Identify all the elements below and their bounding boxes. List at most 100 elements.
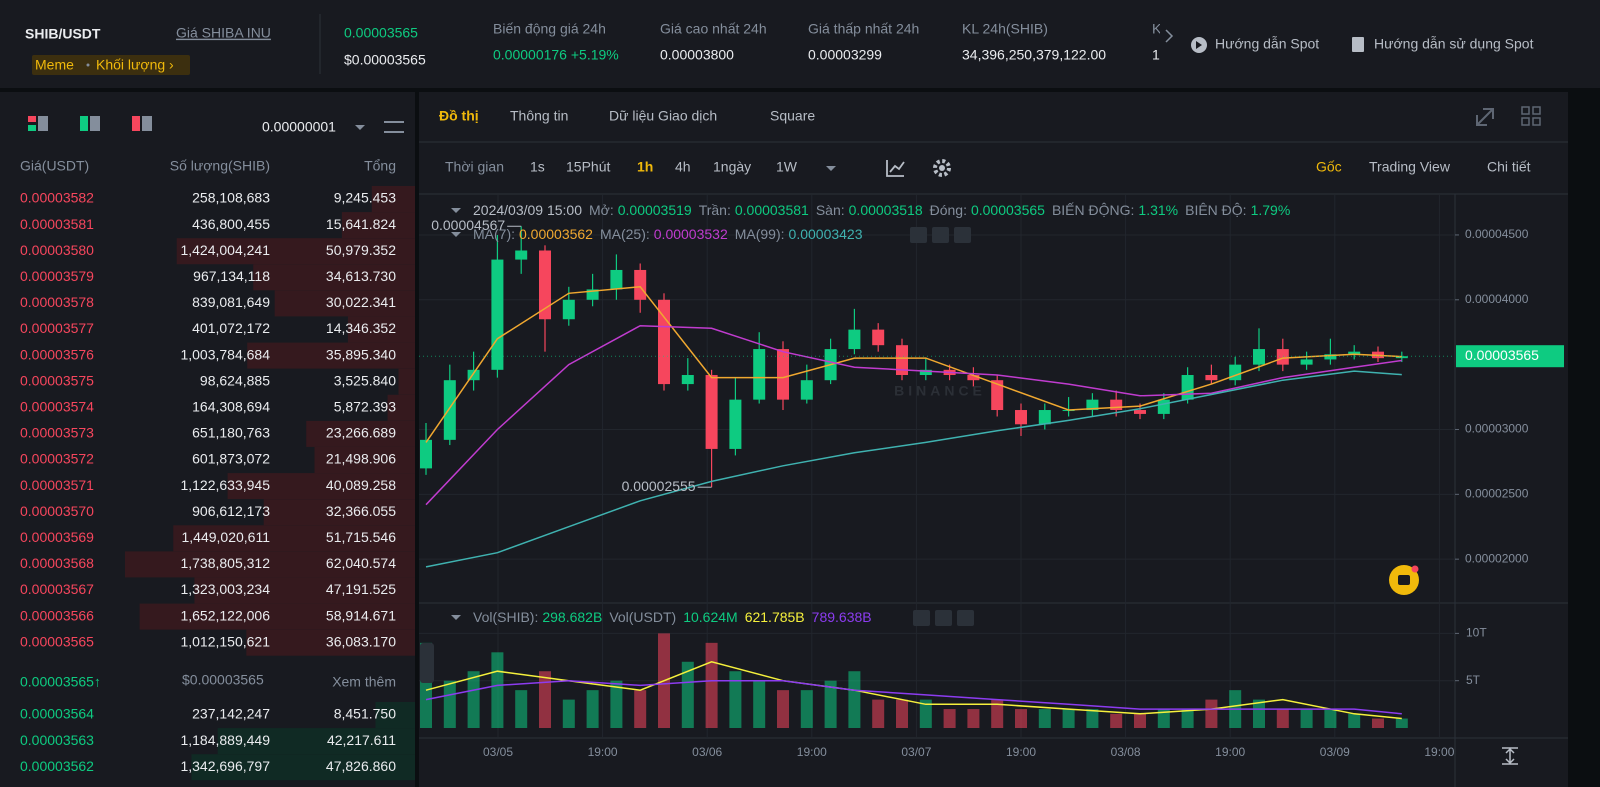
interval[interactable]: 1s bbox=[530, 159, 545, 175]
more-link[interactable]: Xem thêm bbox=[332, 674, 396, 690]
icon[interactable] bbox=[38, 116, 48, 131]
candle-body bbox=[562, 299, 575, 320]
price[interactable]: 0.00003581 bbox=[20, 216, 94, 232]
collapse-caret[interactable] bbox=[451, 208, 461, 213]
price[interactable]: 0.00003579 bbox=[20, 268, 94, 284]
guide-link[interactable]: Hướng dẫn Spot bbox=[1215, 36, 1319, 52]
price[interactable]: 0.00003576 bbox=[20, 346, 94, 362]
legend-icon[interactable] bbox=[935, 610, 952, 626]
settings-icon[interactable] bbox=[939, 165, 945, 171]
price[interactable]: 0.00003564 bbox=[20, 706, 94, 722]
price[interactable]: 0.00003571 bbox=[20, 477, 94, 493]
guide-link[interactable]: Hướng dẫn sử dụng Spot bbox=[1374, 36, 1534, 52]
stats-scroll[interactable] bbox=[1160, 14, 1180, 74]
collapse-caret[interactable] bbox=[451, 615, 461, 620]
price[interactable]: 0.00003575 bbox=[20, 372, 94, 388]
icon[interactable] bbox=[142, 116, 152, 131]
legend-icon[interactable] bbox=[913, 610, 930, 626]
ma-line bbox=[425, 286, 1402, 443]
volume-bar bbox=[753, 680, 766, 728]
legend-icon[interactable] bbox=[957, 610, 974, 626]
icon[interactable] bbox=[1521, 106, 1530, 115]
stat-value: 0.00003800 bbox=[660, 47, 734, 63]
total: 9,245.453 bbox=[334, 190, 396, 206]
price[interactable]: 0.00003565 bbox=[20, 633, 94, 649]
interval[interactable]: 4h bbox=[675, 159, 691, 175]
volume-bar bbox=[1348, 713, 1361, 728]
price[interactable]: 0.00003567 bbox=[20, 581, 94, 597]
volume-bar bbox=[705, 642, 718, 728]
legend-icon[interactable] bbox=[932, 227, 949, 243]
icon[interactable] bbox=[28, 125, 36, 131]
icon[interactable] bbox=[132, 116, 140, 131]
amount: 237,142,247 bbox=[192, 706, 270, 722]
axis-scale-icon[interactable] bbox=[1502, 747, 1518, 765]
dropdown-caret[interactable] bbox=[355, 125, 365, 130]
legend-icon[interactable] bbox=[910, 227, 927, 243]
amount: 1,323,003,234 bbox=[180, 581, 270, 597]
layout-icon[interactable] bbox=[1521, 106, 1541, 126]
ohlc-label: BIÊN ĐỘ: bbox=[1185, 202, 1246, 218]
price[interactable]: 0.00003562 bbox=[20, 758, 94, 774]
interval[interactable]: 1h bbox=[637, 159, 653, 175]
ohlc-label: BIẾN ĐỘNG: bbox=[1052, 202, 1134, 218]
tab[interactable]: Đồ thị bbox=[439, 108, 479, 124]
price[interactable]: 0.00003569 bbox=[20, 529, 94, 545]
scroll-chevron[interactable] bbox=[1165, 29, 1174, 43]
view-mode[interactable]: Trading View bbox=[1369, 159, 1451, 175]
tab[interactable]: Square bbox=[770, 108, 815, 124]
price[interactable]: 0.00003566 bbox=[20, 607, 94, 623]
interval[interactable]: 1W bbox=[776, 159, 798, 175]
ma-line bbox=[425, 324, 1402, 506]
legend-icon[interactable] bbox=[954, 227, 971, 243]
side-toggle[interactable] bbox=[420, 643, 434, 683]
interval-caret[interactable] bbox=[826, 166, 836, 171]
price[interactable]: 0.00003580 bbox=[20, 242, 94, 258]
total: 36,083.170 bbox=[326, 633, 396, 649]
indicator-icon[interactable] bbox=[886, 160, 905, 177]
price[interactable]: 0.00003577 bbox=[20, 320, 94, 336]
tab[interactable]: Dữ liệu Giao dịch bbox=[609, 108, 717, 124]
amount: 1,003,784,684 bbox=[180, 346, 270, 362]
icon[interactable] bbox=[90, 116, 100, 131]
price[interactable]: 0.00003574 bbox=[20, 399, 94, 415]
total: 40,089.258 bbox=[326, 477, 396, 493]
settings-icon[interactable] bbox=[384, 121, 404, 133]
collapse-caret[interactable] bbox=[451, 232, 461, 237]
ohlc-label: Mở: bbox=[589, 202, 614, 218]
ma-value: 0.00003562 bbox=[519, 226, 593, 242]
price[interactable]: 0.00003578 bbox=[20, 294, 94, 310]
stat-label: Biến động giá 24h bbox=[493, 21, 606, 37]
total: 14,346.352 bbox=[326, 320, 396, 336]
tab[interactable]: Thông tin bbox=[510, 108, 568, 124]
icon[interactable] bbox=[80, 116, 88, 131]
token-link[interactable]: Giá SHIBA INU bbox=[176, 25, 271, 41]
vol-value: 298.682B bbox=[542, 609, 602, 625]
tick-size[interactable]: 0.00000001 bbox=[262, 119, 336, 135]
tag[interactable]: Meme bbox=[35, 57, 74, 73]
total: 23,266.689 bbox=[326, 425, 396, 441]
interval[interactable]: 1ngày bbox=[713, 159, 751, 175]
icon[interactable] bbox=[1521, 117, 1530, 126]
price[interactable]: 0.00003573 bbox=[20, 425, 94, 441]
ohlc-label: Trần: bbox=[699, 202, 731, 218]
icon[interactable] bbox=[1532, 106, 1541, 115]
amount: 1,424,004,241 bbox=[180, 242, 270, 258]
price[interactable]: 0.00003563 bbox=[20, 732, 94, 748]
price[interactable]: 0.00003570 bbox=[20, 503, 94, 519]
interval[interactable]: 15Phút bbox=[566, 159, 610, 175]
view-mode[interactable]: Chi tiết bbox=[1487, 159, 1531, 175]
view-mode[interactable]: Gốc bbox=[1316, 159, 1342, 175]
price[interactable]: 0.00003568 bbox=[20, 555, 94, 571]
x-tick-label: 03/07 bbox=[901, 745, 931, 759]
settings-icon[interactable] bbox=[933, 159, 951, 177]
price[interactable]: 0.00003572 bbox=[20, 451, 94, 467]
depth-bar bbox=[274, 290, 415, 317]
icon[interactable] bbox=[28, 116, 36, 122]
book-mode-icons[interactable] bbox=[28, 116, 152, 131]
price[interactable]: 0.00003582 bbox=[20, 190, 94, 206]
tag[interactable]: Khối lượng › bbox=[96, 57, 174, 73]
icon[interactable] bbox=[1532, 117, 1541, 126]
fullscreen-icon[interactable] bbox=[1476, 108, 1494, 126]
